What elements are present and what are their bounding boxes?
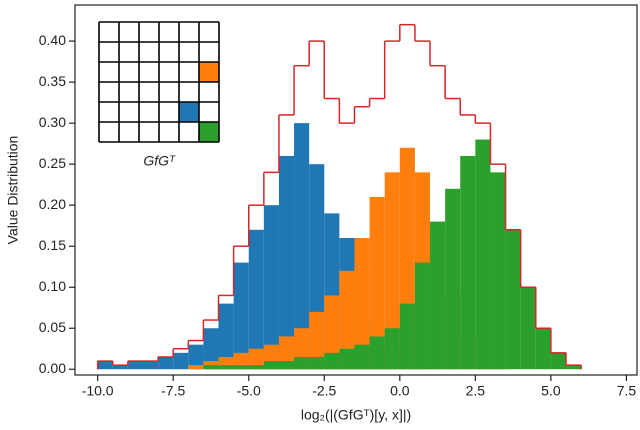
- x-tick-label: 7.5: [617, 383, 637, 399]
- hist-bar: [384, 172, 400, 370]
- hist-bar: [97, 361, 113, 370]
- hist-bar: [565, 365, 582, 370]
- hist-bar: [142, 361, 159, 370]
- y-tick-label: 0.15: [39, 237, 66, 253]
- hist-bar: [278, 361, 295, 370]
- y-tick-label: 0.40: [39, 32, 66, 48]
- x-axis-label: log₂(|(GfGᵀ)[y, x]|): [301, 407, 411, 423]
- y-tick-label: 0.10: [39, 278, 66, 294]
- hist-bar: [324, 295, 340, 370]
- y-tick-label: 0.35: [39, 73, 66, 89]
- inset-grid: [98, 21, 220, 143]
- hist-bar: [324, 352, 340, 370]
- y-tick-label: 0.00: [39, 360, 66, 376]
- hist-bar: [233, 365, 249, 370]
- hist-bar: [203, 365, 219, 370]
- hist-bar: [430, 221, 446, 370]
- inset: [98, 21, 220, 143]
- x-tick-label: -5.0: [237, 383, 261, 399]
- inset-label: GfGᵀ: [143, 153, 176, 169]
- x-tick-label: 2.5: [466, 383, 486, 399]
- hist-bar: [475, 139, 491, 370]
- hist-bar: [550, 352, 566, 370]
- y-axis-label: Value Distribution: [5, 136, 21, 245]
- hist-bar: [218, 303, 234, 370]
- hist-bar: [203, 328, 219, 370]
- hist-bar: [309, 311, 325, 370]
- hist-bar: [248, 348, 264, 370]
- hist-bar: [399, 303, 415, 370]
- hist-bar: [460, 155, 476, 370]
- hist-bar: [263, 205, 279, 370]
- hist-bar: [233, 262, 249, 370]
- hist-bar: [520, 287, 536, 370]
- x-tick-label: -7.5: [161, 383, 185, 399]
- hist-bar: [354, 237, 370, 370]
- hist-bar: [188, 344, 204, 370]
- hist-bar: [218, 365, 234, 370]
- hist-bar: [339, 270, 355, 370]
- inset-cell: [199, 122, 219, 142]
- plot-frame: [74, 4, 638, 376]
- hist-bar: [309, 356, 325, 370]
- hist-bar: [384, 328, 400, 370]
- hist-bar: [339, 348, 355, 370]
- hist-bar: [188, 365, 204, 370]
- hist-bar: [158, 356, 174, 370]
- x-tick-label: 5.0: [541, 383, 561, 399]
- hist-bar: [263, 361, 279, 370]
- hist-bar: [505, 229, 521, 370]
- hist-bar: [414, 262, 431, 370]
- y-tick-label: 0.30: [39, 114, 66, 130]
- hist-bar: [369, 196, 385, 370]
- hist-bar: [127, 361, 143, 370]
- hist-bar: [490, 172, 506, 370]
- y-tick-label: 0.20: [39, 196, 66, 212]
- y-tick-label: 0.05: [39, 319, 66, 335]
- hist-bar: [354, 344, 370, 370]
- hist-bar: [369, 336, 385, 370]
- hist-bar: [535, 328, 551, 370]
- y-tick-label: 0.25: [39, 155, 66, 171]
- hist-bar: [294, 356, 310, 370]
- hist-bar: [445, 188, 461, 370]
- hist-bar: [278, 155, 295, 370]
- hist-bar: [248, 229, 264, 370]
- inset-cell: [199, 62, 219, 82]
- hist-bar: [173, 352, 189, 370]
- hist-bar: [248, 365, 264, 370]
- hist-bar: [294, 123, 310, 370]
- x-tick-label: -2.5: [312, 383, 336, 399]
- x-tick-label: -10.0: [82, 383, 114, 399]
- x-tick-label: 0.0: [390, 383, 410, 399]
- inset-cell: [179, 102, 199, 122]
- hist-bar: [112, 365, 128, 370]
